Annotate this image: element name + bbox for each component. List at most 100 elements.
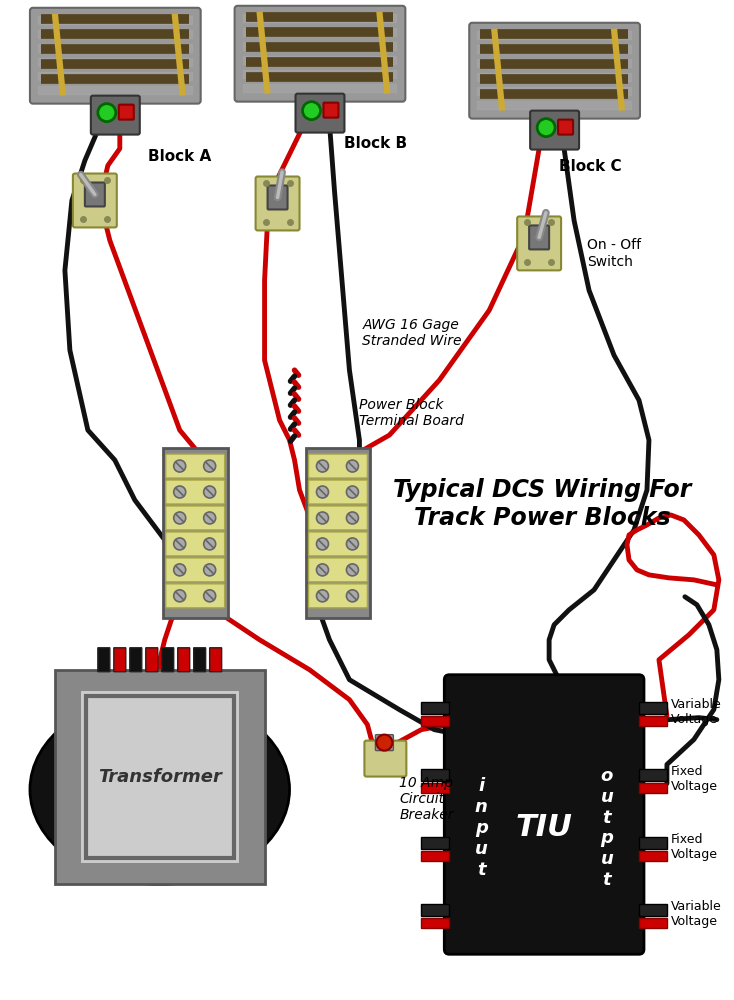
Circle shape [316,564,329,576]
FancyBboxPatch shape [517,216,561,270]
Circle shape [537,119,555,137]
Circle shape [98,104,116,122]
Text: o
u
t
p
u
t: o u t p u t [600,767,614,889]
FancyBboxPatch shape [421,783,449,793]
Text: Typical DCS Wiring For
Track Power Blocks: Typical DCS Wiring For Track Power Block… [393,478,691,530]
Circle shape [203,590,216,602]
FancyBboxPatch shape [639,918,667,928]
Text: Block C: Block C [559,159,622,174]
FancyBboxPatch shape [421,851,449,861]
Text: On - Off
Switch: On - Off Switch [587,238,642,269]
FancyBboxPatch shape [530,111,579,150]
FancyBboxPatch shape [178,648,189,672]
FancyBboxPatch shape [421,904,449,916]
FancyBboxPatch shape [639,904,667,916]
Circle shape [316,590,329,602]
FancyBboxPatch shape [308,584,368,608]
Circle shape [174,460,186,472]
Text: Fixed
Voltage: Fixed Voltage [671,765,718,793]
FancyBboxPatch shape [114,648,126,672]
FancyBboxPatch shape [166,506,225,530]
FancyBboxPatch shape [166,558,225,582]
Text: Block A: Block A [148,149,211,164]
Circle shape [316,512,329,524]
Circle shape [203,460,216,472]
Text: TIU: TIU [516,813,573,842]
FancyBboxPatch shape [146,648,158,672]
FancyBboxPatch shape [529,225,549,249]
Circle shape [174,590,186,602]
Circle shape [174,486,186,498]
Circle shape [316,538,329,550]
FancyBboxPatch shape [55,670,264,884]
FancyBboxPatch shape [85,183,105,206]
FancyBboxPatch shape [255,177,299,230]
Circle shape [174,512,186,524]
FancyBboxPatch shape [639,783,667,793]
FancyBboxPatch shape [308,506,368,530]
Circle shape [346,590,358,602]
FancyBboxPatch shape [98,648,110,672]
FancyBboxPatch shape [308,480,368,504]
Text: Block B: Block B [344,136,407,151]
Text: 10 Amp
Circuit
Breaker: 10 Amp Circuit Breaker [399,776,454,822]
FancyBboxPatch shape [210,648,222,672]
Text: Variable
Voltage: Variable Voltage [671,698,722,726]
Circle shape [346,564,358,576]
Circle shape [346,460,358,472]
Circle shape [174,538,186,550]
FancyBboxPatch shape [639,702,667,714]
Circle shape [203,538,216,550]
FancyBboxPatch shape [166,454,225,478]
FancyBboxPatch shape [308,558,368,582]
FancyBboxPatch shape [235,6,405,102]
FancyBboxPatch shape [80,690,239,864]
FancyBboxPatch shape [268,186,288,209]
Text: Power Block
Terminal Board: Power Block Terminal Board [360,398,465,428]
Circle shape [346,512,358,524]
FancyBboxPatch shape [639,851,667,861]
Text: Fixed
Voltage: Fixed Voltage [671,833,718,861]
Circle shape [302,102,321,120]
Text: Transformer: Transformer [98,768,222,786]
FancyBboxPatch shape [469,23,640,119]
FancyBboxPatch shape [119,105,134,120]
FancyBboxPatch shape [166,584,225,608]
FancyBboxPatch shape [308,454,368,478]
FancyBboxPatch shape [166,532,225,556]
FancyBboxPatch shape [444,675,644,954]
FancyBboxPatch shape [91,96,139,135]
Circle shape [316,486,329,498]
Circle shape [203,512,216,524]
FancyBboxPatch shape [305,448,371,618]
Circle shape [174,564,186,576]
FancyBboxPatch shape [161,648,174,672]
FancyBboxPatch shape [639,769,667,781]
Text: Variable
Voltage: Variable Voltage [671,900,722,928]
FancyBboxPatch shape [194,648,206,672]
Circle shape [203,486,216,498]
FancyBboxPatch shape [324,103,338,118]
FancyBboxPatch shape [30,8,200,104]
FancyBboxPatch shape [421,702,449,714]
Text: AWG 16 Gage
Stranded Wire: AWG 16 Gage Stranded Wire [363,318,462,348]
FancyBboxPatch shape [558,120,573,135]
Circle shape [346,486,358,498]
FancyBboxPatch shape [421,918,449,928]
FancyBboxPatch shape [364,741,407,777]
FancyBboxPatch shape [421,769,449,781]
Circle shape [316,460,329,472]
FancyBboxPatch shape [130,648,142,672]
FancyBboxPatch shape [163,448,228,618]
Text: i
n
p
u
t: i n p u t [475,777,487,879]
FancyBboxPatch shape [296,94,344,133]
Circle shape [377,735,393,751]
FancyBboxPatch shape [639,716,667,726]
FancyBboxPatch shape [421,716,449,726]
Circle shape [203,564,216,576]
FancyBboxPatch shape [639,837,667,849]
FancyBboxPatch shape [73,174,117,227]
FancyBboxPatch shape [166,480,225,504]
Ellipse shape [30,695,289,884]
FancyBboxPatch shape [308,532,368,556]
